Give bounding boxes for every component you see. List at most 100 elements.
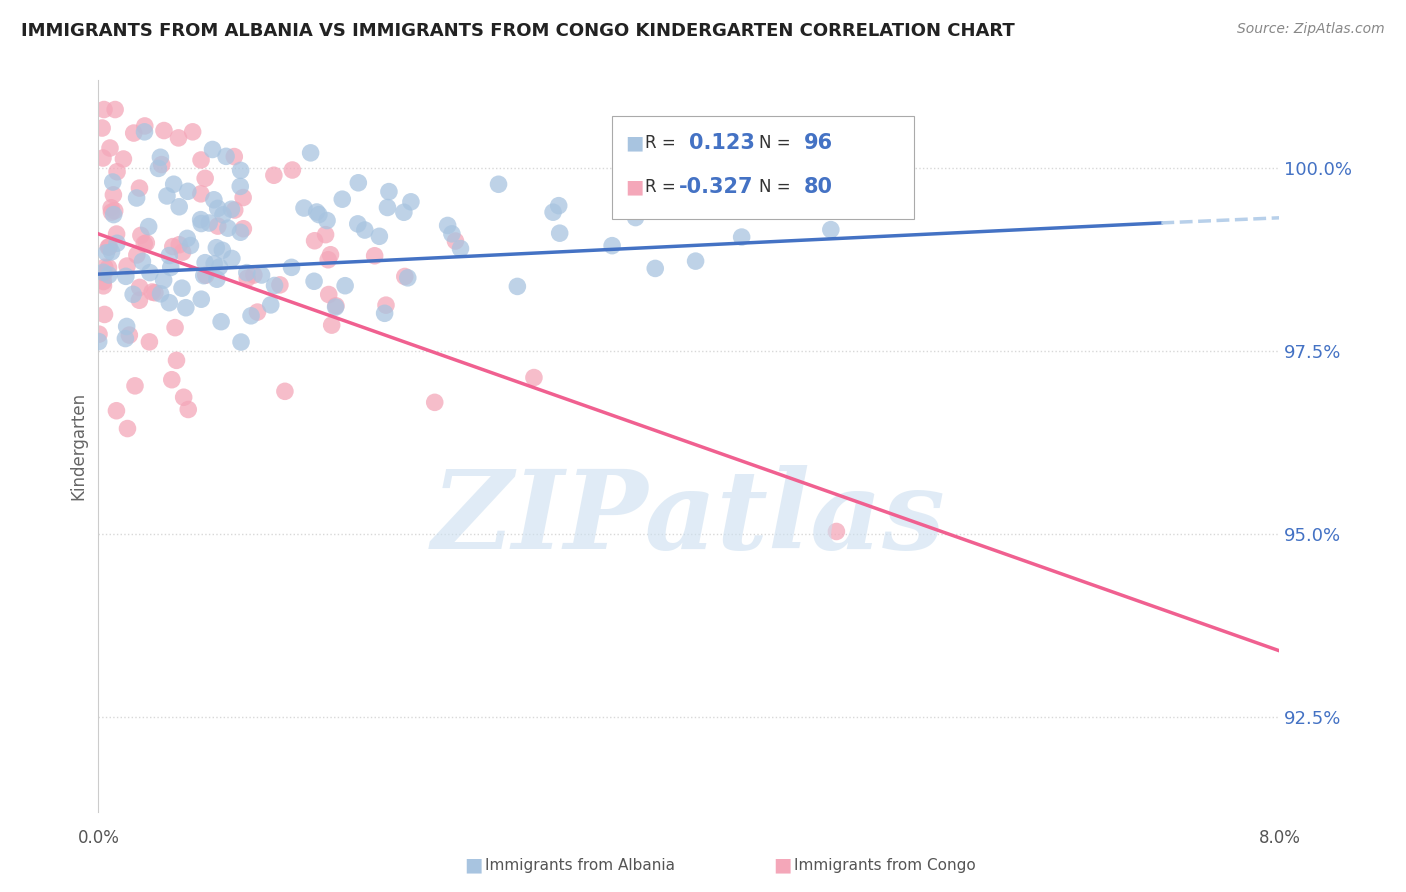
Point [190, 153, 212, 167]
Point [93, 267, 115, 281]
Point [202, 193, 225, 207]
Point [209, 315, 232, 329]
Point [172, 245, 194, 260]
Text: Source: ZipAtlas.com: Source: ZipAtlas.com [1237, 22, 1385, 37]
Point [101, 175, 124, 189]
Point [224, 150, 246, 164]
Point [139, 266, 162, 280]
Point [87, 327, 110, 342]
Point [138, 334, 160, 349]
Point [229, 163, 252, 178]
Point [103, 208, 125, 222]
Point [115, 259, 138, 273]
Point [97, 260, 120, 275]
Point [440, 227, 463, 241]
Text: N =: N = [759, 134, 790, 152]
Point [93, 103, 115, 117]
Point [368, 229, 391, 244]
Text: 80: 80 [804, 178, 834, 197]
Point [174, 301, 197, 315]
Point [157, 248, 180, 262]
Point [193, 268, 215, 283]
Point [232, 190, 254, 204]
Point [541, 205, 564, 219]
Point [229, 334, 252, 349]
Point [333, 278, 356, 293]
Point [207, 202, 229, 216]
Point [141, 285, 163, 299]
Point [347, 176, 370, 190]
Point [215, 149, 238, 163]
Point [308, 208, 330, 222]
Text: ■: ■ [626, 133, 644, 153]
Point [208, 260, 231, 274]
Point [394, 269, 416, 284]
Point [177, 402, 200, 417]
Text: ■: ■ [464, 855, 482, 875]
Text: N =: N = [759, 178, 790, 196]
Point [212, 208, 235, 222]
Point [207, 219, 229, 233]
Point [162, 239, 184, 253]
Point [94, 260, 117, 275]
Text: 96: 96 [804, 133, 834, 153]
Point [299, 145, 322, 160]
Point [115, 319, 138, 334]
Point [157, 295, 180, 310]
Point [547, 199, 569, 213]
Point [167, 131, 190, 145]
Point [138, 219, 160, 234]
Point [246, 305, 269, 319]
Point [304, 234, 326, 248]
Point [217, 221, 239, 235]
Point [152, 273, 174, 287]
Point [125, 248, 148, 262]
Point [236, 266, 259, 280]
Point [170, 281, 193, 295]
Text: IMMIGRANTS FROM ALBANIA VS IMMIGRANTS FROM CONGO KINDERGARTEN CORRELATION CHART: IMMIGRANTS FROM ALBANIA VS IMMIGRANTS FR… [21, 22, 1015, 40]
Point [112, 152, 135, 166]
Point [91, 151, 114, 165]
Point [194, 268, 217, 282]
Point [100, 201, 122, 215]
Point [167, 237, 190, 252]
Point [600, 238, 623, 252]
Point [149, 150, 172, 164]
Point [159, 260, 181, 275]
Point [181, 125, 204, 139]
Point [221, 202, 243, 217]
Point [523, 370, 546, 384]
Point [198, 216, 221, 230]
Point [150, 158, 173, 172]
Point [353, 223, 375, 237]
Point [122, 287, 145, 301]
Point [396, 270, 419, 285]
Point [260, 298, 283, 312]
Point [377, 201, 399, 215]
Point [450, 242, 472, 256]
Point [319, 248, 342, 262]
Point [167, 200, 190, 214]
Point [330, 192, 353, 206]
Point [316, 213, 339, 227]
Point [194, 256, 217, 270]
Point [104, 203, 127, 218]
Point [114, 332, 136, 346]
Point [118, 328, 141, 343]
Y-axis label: Kindergarten: Kindergarten [69, 392, 87, 500]
Point [103, 187, 125, 202]
Point [436, 219, 458, 233]
Point [179, 238, 201, 252]
Point [122, 126, 145, 140]
Point [280, 260, 302, 275]
Point [730, 230, 752, 244]
Point [269, 277, 291, 292]
Point [662, 200, 685, 214]
Point [221, 252, 243, 266]
Point [263, 278, 285, 293]
Point [104, 103, 127, 117]
Point [363, 249, 385, 263]
Point [375, 298, 398, 312]
Point [177, 184, 200, 198]
Point [93, 308, 115, 322]
